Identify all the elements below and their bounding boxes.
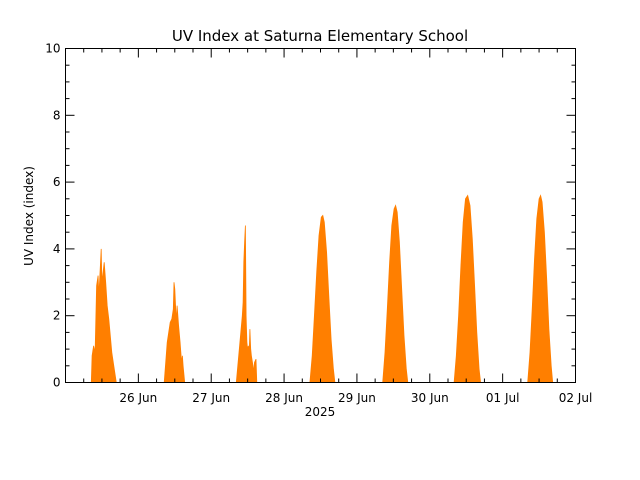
y-tick-label: 8 bbox=[53, 108, 61, 122]
x-tick-label: 27 Jun bbox=[192, 391, 230, 405]
chart-title: UV Index at Saturna Elementary School bbox=[172, 27, 468, 45]
x-tick-label: 30 Jun bbox=[411, 391, 449, 405]
y-axis-label: UV Index (index) bbox=[22, 166, 36, 266]
plot-area bbox=[90, 194, 554, 383]
y-tick-label: 2 bbox=[53, 309, 61, 323]
y-tick-label: 6 bbox=[53, 175, 61, 189]
uv-daily-area bbox=[90, 248, 117, 383]
uv-daily-area bbox=[382, 204, 409, 383]
x-tick-label: 29 Jun bbox=[338, 391, 376, 405]
uv-daily-area bbox=[527, 194, 554, 383]
axis-ticks: 0 2 4 6 8 10 26 Jun 27 Jun 28 Jun 29 Jun 30 Jun 01 … bbox=[45, 42, 592, 406]
y-tick-label: 4 bbox=[53, 242, 61, 256]
x-tick-label: 28 Jun bbox=[265, 391, 303, 405]
x-tick-label: 02 Jul bbox=[559, 391, 593, 405]
uv-daily-area bbox=[309, 214, 336, 383]
y-tick-label: 0 bbox=[53, 376, 61, 390]
x-axis-year-label: 2025 bbox=[305, 405, 336, 419]
uv-daily-area bbox=[163, 282, 186, 383]
uv-daily-area bbox=[453, 194, 482, 383]
uv-daily-area bbox=[235, 225, 258, 383]
x-tick-label: 01 Jul bbox=[486, 391, 520, 405]
x-tick-label: 26 Jun bbox=[119, 391, 157, 405]
y-tick-label: 10 bbox=[45, 42, 60, 56]
